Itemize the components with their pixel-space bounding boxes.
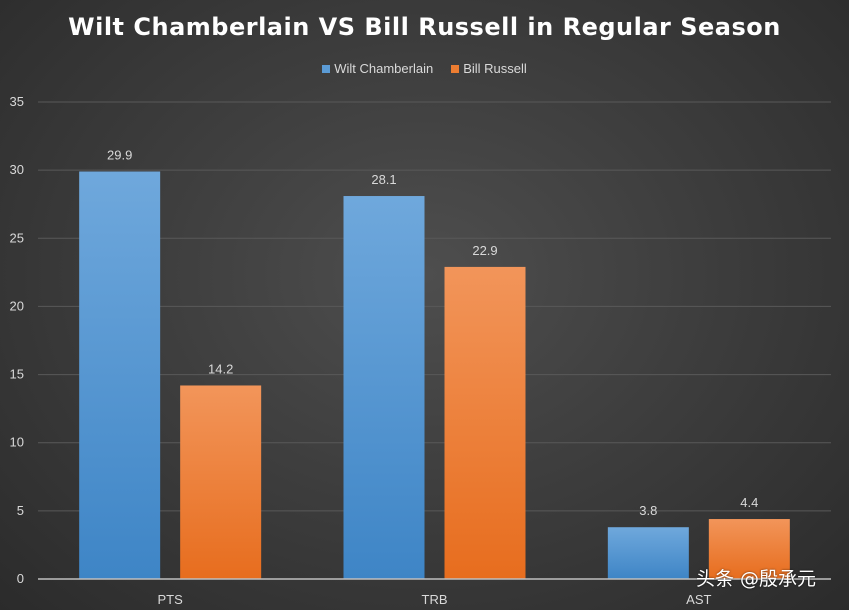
data-label: 4.4 xyxy=(740,495,758,510)
watermark: 头条 @殷承元 xyxy=(696,568,817,590)
y-tick-label: 25 xyxy=(10,230,24,245)
y-tick-label: 35 xyxy=(10,94,24,109)
legend-item-series-2: Bill Russell xyxy=(451,60,527,78)
bar xyxy=(180,385,262,579)
chart-legend: Wilt Chamberlain Bill Russell xyxy=(0,60,849,78)
y-tick-label: 30 xyxy=(10,162,24,177)
legend-swatch-series-1 xyxy=(322,65,331,73)
data-label: 29.9 xyxy=(107,148,132,163)
legend-swatch-series-2 xyxy=(451,65,460,73)
x-tick-label: PTS xyxy=(158,592,184,607)
data-label: 3.8 xyxy=(639,503,657,518)
y-tick-label: 15 xyxy=(10,367,24,382)
bar xyxy=(444,266,526,579)
bar xyxy=(343,196,425,579)
legend-item-series-1: Wilt Chamberlain xyxy=(322,60,433,78)
y-tick-label: 5 xyxy=(17,503,24,518)
x-tick-label: AST xyxy=(686,592,711,607)
bar xyxy=(708,519,790,579)
data-label: 22.9 xyxy=(472,243,497,258)
bar xyxy=(607,527,689,579)
legend-label-series-2: Bill Russell xyxy=(463,61,527,76)
y-tick-label: 0 xyxy=(17,571,24,586)
y-tick-label: 20 xyxy=(10,298,24,313)
chart-title: Wilt Chamberlain VS Bill Russell in Regu… xyxy=(68,13,781,41)
data-label: 14.2 xyxy=(208,361,233,376)
x-tick-label: TRB xyxy=(422,592,448,607)
y-tick-label: 10 xyxy=(10,435,24,450)
data-label: 28.1 xyxy=(371,172,396,187)
legend-label-series-1: Wilt Chamberlain xyxy=(334,61,434,76)
bar xyxy=(79,171,161,579)
